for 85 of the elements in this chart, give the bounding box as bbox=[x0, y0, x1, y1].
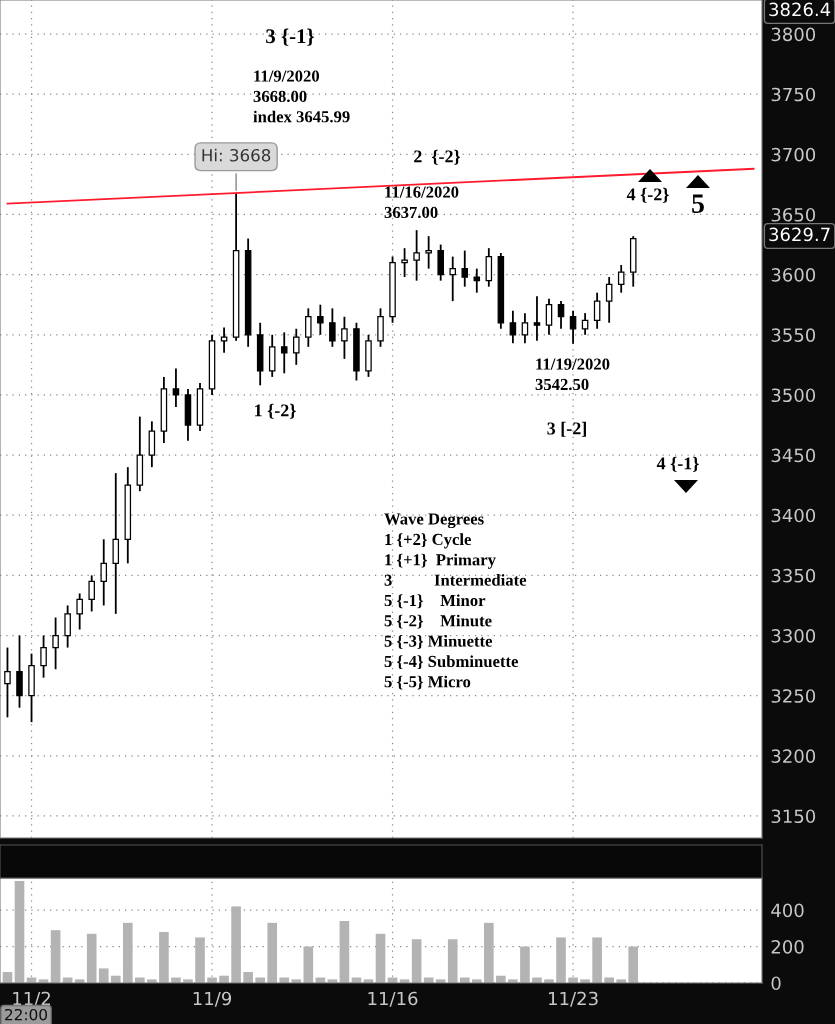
candlestick bbox=[317, 303, 324, 336]
candlestick bbox=[557, 300, 565, 330]
y-tick-label: 3500 bbox=[771, 388, 816, 403]
bar bbox=[122, 922, 133, 983]
candlestick bbox=[100, 538, 108, 607]
candlestick bbox=[533, 295, 541, 342]
bar bbox=[50, 930, 61, 983]
annotation: 4 {-1} bbox=[656, 456, 699, 472]
bar bbox=[628, 946, 639, 983]
candlestick bbox=[425, 235, 432, 270]
candlestick bbox=[401, 247, 408, 278]
candlestick bbox=[521, 312, 529, 345]
annotation: 11/19/2020 3542.50 bbox=[535, 358, 610, 391]
annotation: 11/16/2020 3637.00 bbox=[384, 186, 459, 219]
bar bbox=[231, 906, 241, 983]
bar bbox=[592, 937, 602, 983]
candlestick bbox=[280, 331, 288, 375]
bar bbox=[243, 972, 253, 983]
y-tick-label: 200 bbox=[771, 940, 804, 954]
candlestick bbox=[4, 646, 11, 719]
y-tick-label: 3450 bbox=[771, 448, 816, 463]
bar bbox=[339, 921, 350, 983]
annotation: 3 {-1} bbox=[266, 28, 315, 46]
candlestick bbox=[461, 249, 469, 288]
candlestick bbox=[88, 574, 95, 613]
candlestick bbox=[473, 267, 481, 294]
bar bbox=[556, 937, 566, 983]
candlestick bbox=[545, 297, 553, 336]
annotation: 11/9/2020 3668.00 index 3645.99 bbox=[253, 70, 350, 123]
y-tick-label: 3300 bbox=[771, 629, 816, 643]
bar bbox=[520, 946, 530, 983]
annotation: 5 bbox=[692, 194, 704, 213]
candlestick bbox=[569, 309, 577, 345]
candlestick bbox=[329, 307, 336, 348]
candlestick bbox=[76, 592, 83, 631]
bar bbox=[195, 937, 205, 983]
y-tick-label: 3350 bbox=[771, 568, 816, 583]
bar bbox=[375, 933, 386, 983]
candlestick bbox=[40, 634, 47, 679]
bar bbox=[14, 880, 25, 983]
candlestick bbox=[172, 367, 180, 408]
x-tick-label: 11/16 bbox=[368, 991, 418, 1007]
y-tick-label: 0 bbox=[771, 976, 781, 991]
candlestick bbox=[449, 255, 456, 303]
bar bbox=[447, 939, 458, 983]
candlestick bbox=[605, 276, 613, 324]
y-tick-label: 3400 bbox=[771, 508, 816, 523]
y-tick-label: 3150 bbox=[771, 809, 816, 824]
annotation: 1 {-2} bbox=[255, 403, 296, 419]
x-tick-label: 11/23 bbox=[549, 991, 598, 1007]
y-tick-label: 3250 bbox=[771, 689, 816, 703]
bar bbox=[484, 922, 494, 983]
bar bbox=[86, 933, 97, 983]
bar bbox=[267, 922, 278, 983]
candlestick bbox=[509, 309, 517, 345]
text: 3629.7 bbox=[769, 227, 830, 242]
text: 3826.4 bbox=[769, 2, 831, 17]
text: 22:00 bbox=[5, 1008, 48, 1021]
y-tick-label: 3800 bbox=[771, 27, 816, 42]
bar bbox=[159, 931, 169, 983]
candlestick bbox=[64, 604, 71, 649]
x-tick-label: 11/9 bbox=[193, 991, 232, 1007]
candlestick bbox=[413, 229, 420, 282]
candlestick bbox=[617, 264, 625, 294]
bar bbox=[303, 946, 314, 983]
candlestick bbox=[593, 291, 601, 330]
candlestick bbox=[52, 616, 59, 671]
y-tick-label: 3700 bbox=[771, 147, 816, 162]
bar bbox=[411, 939, 422, 983]
candlestick bbox=[293, 327, 300, 366]
bar bbox=[98, 968, 109, 983]
text: Wave Degrees 1 {+2} Cycle 1 {+1} Primary 3 Intermediate 5 {-1} Minor 5 {-2} Minute 5 {-3} Minuette 5 {-4} Subminuette 5 {-5} Micro bbox=[384, 513, 527, 690]
annotation: 3 [-2] bbox=[547, 421, 586, 437]
x-tick-label: 11/2 bbox=[13, 991, 50, 1007]
annotation: Hi: 3668 bbox=[202, 148, 271, 162]
annotation: 2 {-2} bbox=[414, 149, 461, 165]
y-tick-label: 3650 bbox=[771, 207, 816, 222]
y-tick-label: 3750 bbox=[771, 87, 816, 102]
candlestick bbox=[305, 307, 312, 348]
y-tick-label: 400 bbox=[771, 903, 804, 918]
y-tick-label: 3200 bbox=[771, 749, 816, 763]
candlestick bbox=[341, 315, 348, 360]
annotation: 4 {-2} bbox=[626, 187, 669, 203]
y-tick-label: 3600 bbox=[771, 268, 816, 282]
y-tick-label: 3550 bbox=[771, 328, 816, 342]
